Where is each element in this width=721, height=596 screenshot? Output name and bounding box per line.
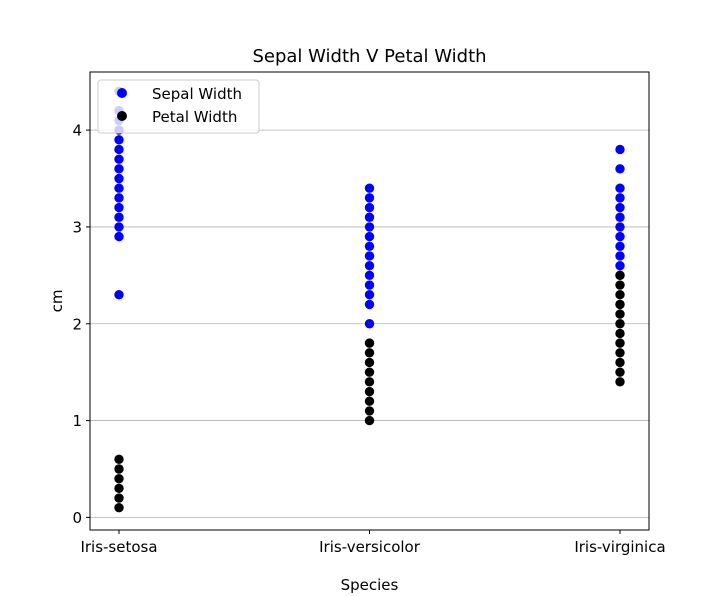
point-sepal-width [364,270,375,281]
points-layer [114,86,625,513]
point-sepal-width [615,231,625,242]
point-sepal-width [364,193,375,203]
point-sepal-width [364,319,375,329]
point-petal-width [615,328,625,339]
point-sepal-width [364,241,375,251]
point-petal-width [114,454,124,465]
point-sepal-width [114,135,124,145]
legend-box [97,79,260,134]
point-sepal-width [615,251,625,261]
x-tick-label: Iris-setosa [80,538,157,556]
point-petal-width [114,483,124,494]
point-petal-width [364,396,375,406]
point-sepal-width [615,212,625,222]
x-tick-label: Iris-versicolor [319,538,421,556]
point-sepal-width [364,299,375,310]
y-tick-label: 1 [72,412,82,430]
point-sepal-width [615,144,625,155]
legend-label-petal-width: Petal Width [152,108,237,126]
legend-marker-sepal-width [117,88,127,98]
point-petal-width [615,367,625,377]
point-petal-width [364,386,375,397]
point-petal-width [114,493,124,503]
ticks-layer: 0 1 2 3 4 Iris-setosa Iris-versicolor Iris-virg… [72,122,665,556]
point-petal-width [364,377,375,387]
point-sepal-width [364,280,375,290]
point-sepal-width [364,212,375,222]
point-petal-width [615,377,625,387]
point-petal-width [615,290,625,300]
point-sepal-width [364,222,375,232]
point-petal-width [114,473,124,484]
point-petal-width [364,348,375,358]
y-tick-label: 0 [72,509,82,527]
point-sepal-width [114,164,124,174]
x-axis-label: Species [341,576,399,594]
point-petal-width [615,280,625,290]
point-sepal-width [364,290,375,300]
point-sepal-width [114,290,124,300]
point-petal-width [615,319,625,329]
y-tick-label: 2 [72,315,82,333]
point-sepal-width [615,193,625,203]
point-petal-width [615,299,625,310]
point-sepal-width [114,183,124,193]
point-sepal-width [615,164,625,174]
point-sepal-width [615,202,625,213]
chart-title: Sepal Width V Petal Width [252,46,486,67]
point-sepal-width [114,173,124,184]
point-sepal-width [615,260,625,271]
point-sepal-width [364,251,375,261]
point-sepal-width [114,144,124,155]
point-petal-width [615,338,625,348]
point-sepal-width [364,260,375,271]
legend: Sepal Width Petal Width [97,79,260,134]
point-sepal-width [114,193,124,203]
point-sepal-width [364,202,375,213]
point-petal-width [615,309,625,319]
y-tick-label: 4 [72,122,82,140]
point-petal-width [615,348,625,358]
y-tick-label: 3 [72,218,82,236]
point-petal-width [364,415,375,426]
point-sepal-width [615,222,625,232]
point-petal-width [615,270,625,281]
x-tick-label: Iris-virginica [574,538,665,556]
legend-label-sepal-width: Sepal Width [152,85,242,103]
point-petal-width [364,338,375,348]
legend-marker-petal-width [117,111,127,121]
point-sepal-width [364,183,375,193]
point-sepal-width [114,231,124,242]
point-petal-width [114,464,124,474]
point-sepal-width [114,202,124,213]
point-sepal-width [364,231,375,242]
point-sepal-width [615,241,625,251]
point-petal-width [615,357,625,368]
point-petal-width [364,367,375,377]
point-sepal-width [114,212,124,222]
point-petal-width [114,503,124,513]
y-axis-label: cm [48,290,66,313]
point-petal-width [364,406,375,416]
point-sepal-width [114,222,124,232]
point-petal-width [364,357,375,368]
point-sepal-width [114,154,124,164]
point-sepal-width [615,183,625,193]
